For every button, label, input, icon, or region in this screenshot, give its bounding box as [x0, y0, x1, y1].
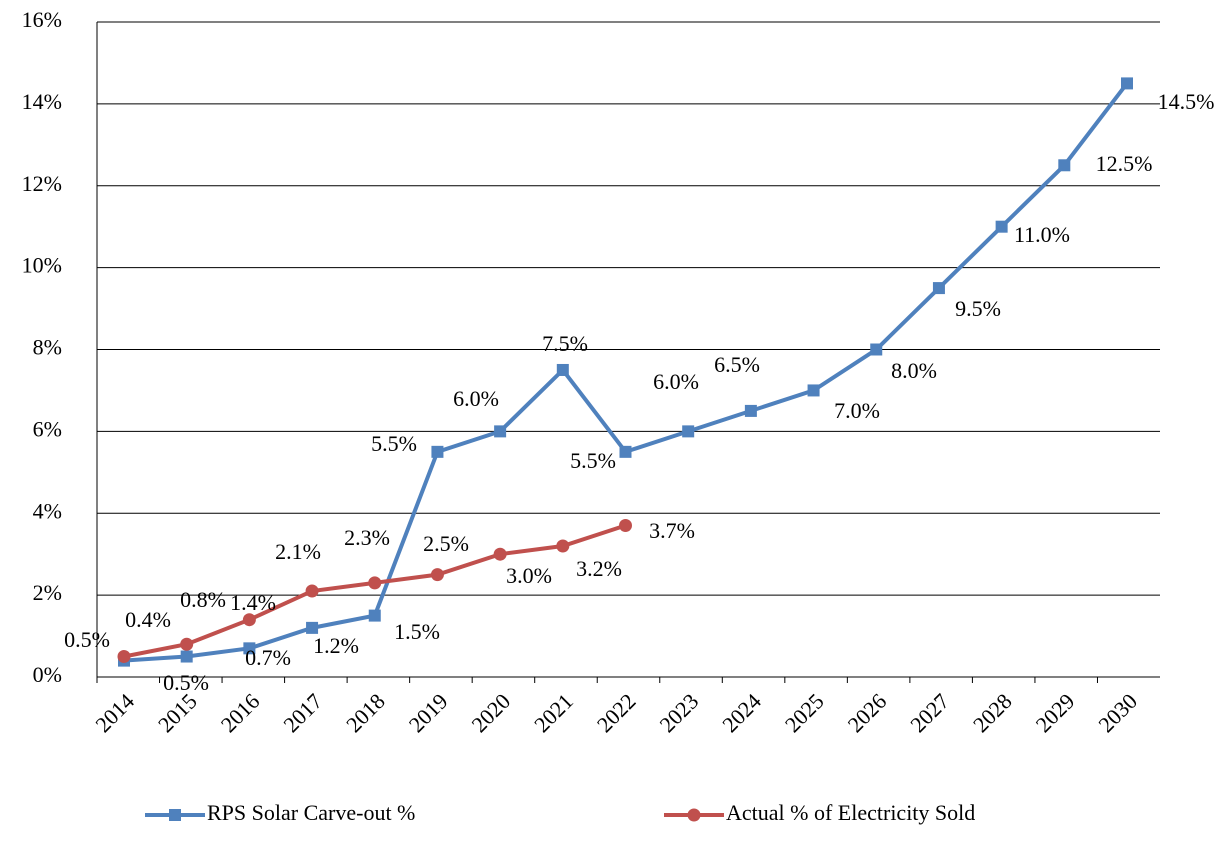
data-label: 6.5%: [714, 352, 760, 377]
x-tick-label: 2016: [216, 688, 265, 737]
data-label: 0.7%: [245, 645, 291, 670]
data-label: 0.5%: [64, 627, 110, 652]
data-label: 8.0%: [891, 358, 937, 383]
marker: [368, 609, 381, 622]
data-label: 12.5%: [1096, 151, 1153, 176]
data-label: 5.5%: [371, 431, 417, 456]
data-label: 2.5%: [423, 531, 469, 556]
legend-label: RPS Solar Carve-out %: [207, 800, 415, 825]
data-label: 0.8%: [180, 587, 226, 612]
marker: [619, 519, 632, 533]
y-tick-label: 14%: [22, 89, 62, 114]
data-label: 7.5%: [542, 331, 588, 356]
marker: [807, 384, 820, 397]
data-label: 0.4%: [125, 607, 171, 632]
marker: [169, 809, 181, 821]
marker: [306, 621, 319, 634]
data-label: 1.4%: [230, 590, 276, 615]
x-tick-label: 2029: [1031, 688, 1080, 737]
legend-label: Actual % of Electricity Sold: [726, 800, 975, 825]
y-tick-label: 10%: [22, 253, 62, 278]
data-label: 11.0%: [1014, 222, 1070, 247]
x-tick-label: 2027: [905, 688, 954, 737]
marker: [932, 282, 945, 295]
marker: [556, 539, 570, 553]
data-label: 6.0%: [453, 386, 499, 411]
x-tick-label: 2018: [341, 688, 390, 737]
marker: [242, 613, 256, 627]
data-label: 0.5%: [163, 670, 209, 695]
data-label: 1.5%: [394, 619, 440, 644]
y-tick-label: 0%: [33, 662, 62, 687]
marker: [368, 576, 382, 590]
x-tick-label: 2025: [780, 688, 829, 737]
marker: [619, 445, 632, 458]
marker: [687, 808, 701, 822]
data-label: 6.0%: [653, 369, 699, 394]
x-tick-label: 2014: [90, 688, 139, 737]
data-label: 14.5%: [1158, 89, 1215, 114]
y-tick-label: 6%: [33, 416, 62, 441]
x-tick-label: 2023: [655, 688, 704, 737]
data-label: 7.0%: [834, 398, 880, 423]
marker: [180, 637, 194, 651]
data-label: 2.3%: [344, 525, 390, 550]
marker: [1058, 159, 1071, 172]
x-tick-label: 2028: [968, 688, 1017, 737]
marker: [430, 568, 444, 582]
marker: [556, 363, 569, 376]
data-label: 3.0%: [506, 563, 552, 588]
x-tick-label: 2021: [529, 688, 578, 737]
marker: [305, 584, 319, 598]
y-tick-label: 8%: [33, 335, 62, 360]
series-line: [123, 82, 1129, 663]
data-label: 3.7%: [649, 518, 695, 543]
x-tick-label: 2024: [717, 688, 766, 737]
data-label: 1.2%: [313, 633, 359, 658]
data-label: 5.5%: [570, 448, 616, 473]
x-tick-label: 2017: [278, 688, 327, 737]
x-tick-label: 2030: [1093, 688, 1142, 737]
y-tick-label: 12%: [22, 171, 62, 196]
y-tick-label: 16%: [22, 7, 62, 32]
marker: [744, 404, 757, 417]
marker: [870, 343, 883, 356]
x-tick-label: 2020: [466, 688, 515, 737]
data-label: 2.1%: [275, 539, 321, 564]
marker: [431, 445, 444, 458]
data-label: 3.2%: [576, 556, 622, 581]
marker: [494, 425, 507, 438]
marker: [1121, 77, 1133, 90]
marker: [682, 425, 695, 438]
y-tick-label: 2%: [33, 580, 62, 605]
marker: [995, 220, 1008, 233]
x-tick-label: 2015: [153, 688, 202, 737]
data-label: 9.5%: [955, 296, 1001, 321]
x-tick-label: 2026: [843, 688, 892, 737]
marker: [117, 650, 131, 664]
x-tick-label: 2019: [404, 688, 453, 737]
y-tick-label: 4%: [33, 498, 62, 523]
marker: [180, 650, 193, 663]
x-tick-label: 2022: [592, 688, 641, 737]
marker: [493, 547, 507, 561]
marker: [243, 642, 256, 655]
